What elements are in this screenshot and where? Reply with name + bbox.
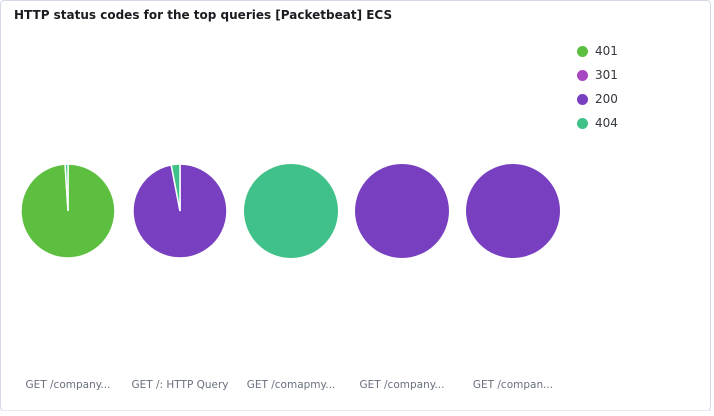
pie-1-label: GET /company... xyxy=(26,379,111,391)
pie-3-label: GET /comapmy... xyxy=(247,379,336,391)
legend-label-301: 301 xyxy=(595,68,618,82)
pie-3-slice-404[interactable] xyxy=(244,164,338,258)
pie-2-slice-404[interactable] xyxy=(170,163,181,212)
legend-item-401[interactable]: 401 xyxy=(577,39,677,63)
pie-3: GET /comapmy... xyxy=(244,164,338,391)
pie-4-slice-200[interactable] xyxy=(355,164,449,258)
pie-1-slice-404[interactable] xyxy=(64,163,69,212)
pie-4: GET /company... xyxy=(355,164,449,391)
pie-2-label: GET /: HTTP Query xyxy=(131,379,228,391)
pie-5-label: GET /compan... xyxy=(473,379,553,391)
chart-legend: 401 301 200 404 xyxy=(577,39,677,135)
legend-dot-401 xyxy=(577,45,588,57)
legend-label-200: 200 xyxy=(595,92,618,106)
legend-label-404: 404 xyxy=(595,116,618,130)
panel-title: HTTP status codes for the top queries [P… xyxy=(14,8,393,22)
legend-dot-301 xyxy=(577,69,588,81)
pie-1: GET /company... xyxy=(20,163,116,391)
legend-label-401: 401 xyxy=(595,44,618,58)
legend-item-200[interactable]: 200 xyxy=(577,87,677,111)
legend-dot-200 xyxy=(577,93,588,105)
pie-4-label: GET /company... xyxy=(360,379,445,391)
legend-item-404[interactable]: 404 xyxy=(577,111,677,135)
panel-bottom-rule xyxy=(1,410,711,411)
pie-2: GET /: HTTP Query xyxy=(131,163,229,391)
pie-5-slice-200[interactable] xyxy=(466,164,560,258)
pie-5: GET /compan... xyxy=(466,164,560,391)
legend-item-301[interactable]: 301 xyxy=(577,63,677,87)
legend-dot-404 xyxy=(577,117,588,129)
